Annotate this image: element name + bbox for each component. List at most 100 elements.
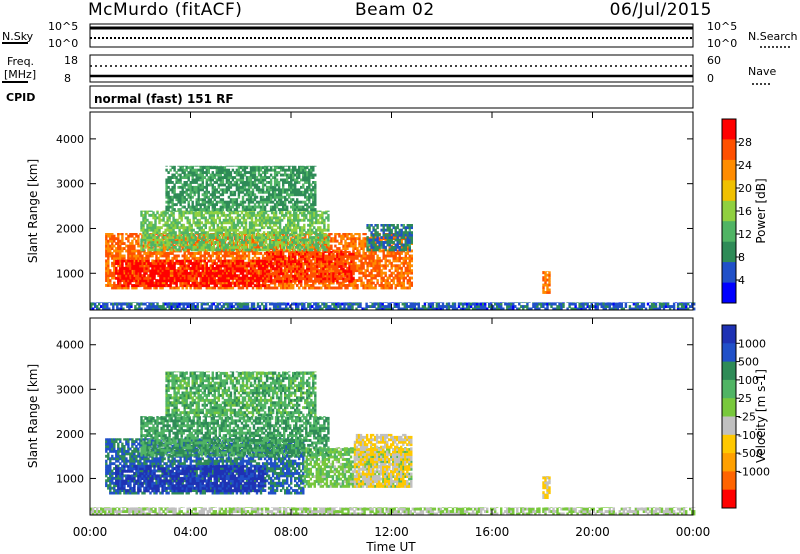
power-cell — [149, 281, 152, 285]
power-cell — [119, 274, 122, 278]
power-cell — [276, 221, 280, 225]
power-cell — [265, 284, 269, 287]
power-cell — [156, 211, 159, 215]
power-cell — [284, 274, 287, 278]
power-cell — [328, 284, 331, 287]
power-cell — [362, 254, 365, 258]
power-cell — [237, 252, 241, 255]
power-cell — [212, 243, 215, 247]
power-cell — [125, 286, 128, 290]
power-cell — [183, 276, 186, 280]
power-cell — [366, 264, 369, 268]
power-cell — [208, 216, 211, 220]
power-cell — [205, 271, 208, 275]
power-cell — [203, 261, 206, 265]
power-cell — [185, 259, 188, 263]
power-cell — [198, 241, 201, 244]
power-cell — [386, 259, 389, 263]
power-cell — [275, 265, 279, 268]
power-cell — [200, 216, 203, 220]
power-cell — [214, 210, 217, 212]
power-cell — [171, 181, 174, 184]
power-cell — [200, 221, 203, 225]
power-cell — [150, 245, 153, 249]
power-cell — [170, 236, 173, 239]
power-cell — [248, 221, 252, 225]
power-cell — [109, 279, 112, 282]
power-cell — [206, 218, 209, 222]
power-cell — [260, 221, 264, 225]
power-cell — [348, 272, 351, 276]
power-cell — [233, 281, 237, 285]
power-cell — [318, 272, 321, 276]
power-cell — [308, 284, 311, 287]
power-cell — [236, 236, 240, 239]
power-cell — [410, 284, 413, 287]
power-cell — [170, 238, 173, 242]
power-cell — [160, 218, 163, 222]
power-cell — [244, 211, 248, 215]
power-cell — [157, 271, 160, 275]
power-cell — [358, 254, 361, 258]
power-cell — [182, 211, 185, 215]
power-cell — [188, 223, 191, 227]
noise-right-tick-low: 10^0 — [707, 37, 737, 50]
power-cell — [330, 233, 333, 236]
noise-left-tick-high: 10^5 — [48, 20, 78, 33]
power-cell — [378, 256, 381, 260]
power-cell — [300, 265, 303, 268]
power-cell — [189, 262, 192, 265]
power-cell — [159, 286, 162, 290]
power-cell — [174, 245, 177, 249]
power-cell — [255, 264, 259, 268]
power-cell — [164, 228, 167, 232]
power-cell — [179, 276, 182, 280]
power-cell — [234, 236, 238, 239]
power-cell — [306, 257, 309, 261]
power-cell — [241, 262, 245, 265]
power-cell — [202, 236, 205, 239]
power-cell — [127, 254, 130, 258]
power-cell — [352, 277, 355, 281]
power-cell — [170, 231, 173, 235]
power-cell — [229, 281, 233, 285]
power-cell — [139, 233, 142, 236]
power-cell — [250, 228, 254, 232]
power-cell — [292, 269, 295, 273]
power-cell — [150, 243, 153, 247]
power-cell — [211, 279, 214, 283]
power-cell — [209, 254, 212, 258]
power-cell — [282, 261, 285, 265]
cpid-strip: CPID normal (fast) 151 RF — [6, 85, 694, 109]
power-cell — [211, 271, 214, 275]
power-cell — [258, 248, 262, 252]
power-cell — [203, 274, 206, 278]
power-cell — [181, 281, 184, 285]
power-cell — [348, 284, 351, 287]
power-cell — [155, 279, 158, 283]
power-cell — [131, 244, 134, 248]
power-cell — [390, 254, 393, 258]
power-cell — [194, 236, 197, 239]
power-cell — [109, 249, 112, 253]
power-cell — [306, 250, 309, 254]
power-cell — [179, 200, 182, 204]
power-cell — [262, 213, 266, 217]
power-cell — [241, 281, 245, 285]
power-cell — [344, 255, 347, 258]
power-cell — [370, 254, 373, 258]
power-cell — [340, 250, 343, 254]
power-cell — [257, 269, 261, 273]
power-cell — [203, 252, 206, 255]
power-cell — [352, 272, 355, 276]
power-cell — [250, 226, 254, 230]
power-cell — [238, 210, 242, 212]
power-cell — [332, 237, 335, 241]
power-cell — [209, 286, 212, 290]
power-cell — [244, 248, 248, 252]
power-cell — [352, 262, 355, 266]
power-cell — [115, 259, 118, 263]
power-cell — [322, 274, 325, 278]
power-cell — [141, 281, 144, 285]
power-cell — [218, 216, 221, 220]
